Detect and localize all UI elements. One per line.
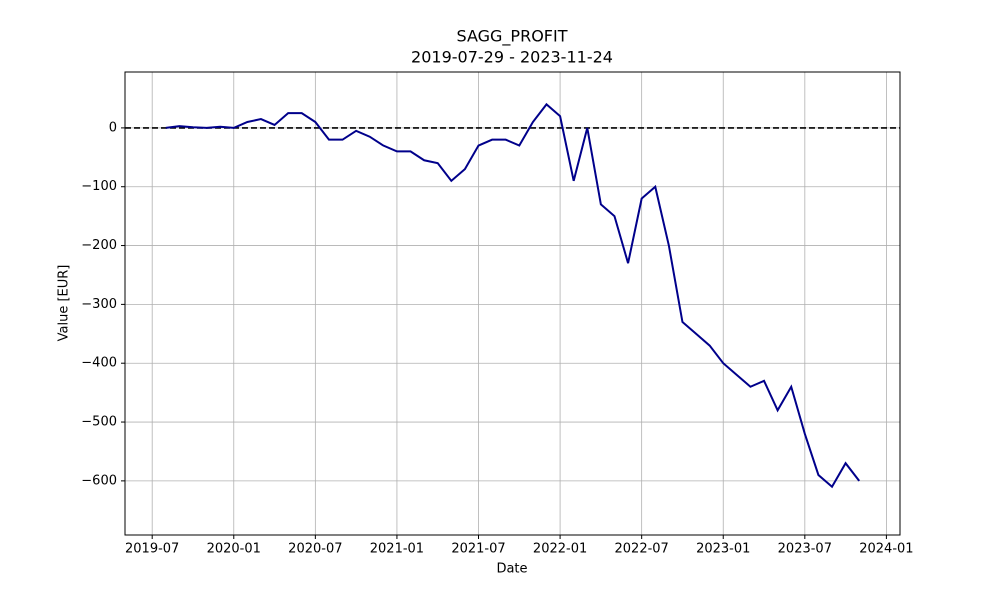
x-tick-label: 2023-01: [696, 542, 750, 557]
y-axis-label: Value [EUR]: [57, 265, 72, 342]
y-tick-label: −200: [81, 238, 117, 253]
x-tick-label: 2022-07: [615, 542, 669, 557]
x-tick-label: 2021-01: [370, 542, 424, 557]
y-tick-label: −100: [81, 179, 117, 194]
y-tick-label: −600: [81, 473, 117, 488]
x-tick-label: 2022-01: [533, 542, 587, 557]
x-tick-label: 2020-07: [288, 542, 342, 557]
plot-frame: [124, 71, 901, 536]
x-tick-label: 2023-07: [778, 542, 832, 557]
chart-subtitle: 2019-07-29 - 2023-11-24: [411, 48, 613, 67]
x-tick-label: 2021-07: [451, 542, 505, 557]
x-tick-label: 2020-01: [207, 542, 261, 557]
y-tick-label: −500: [81, 415, 117, 430]
y-tick-label: −400: [81, 356, 117, 371]
chart-title: SAGG_PROFIT: [457, 27, 568, 47]
x-tick-label: 2024-01: [859, 542, 913, 557]
x-tick-label: 2019-07: [125, 542, 179, 557]
y-tick-label: 0: [109, 120, 117, 135]
y-tick-label: −300: [81, 297, 117, 312]
data-line: [165, 102, 861, 489]
x-axis-label: Date: [496, 562, 527, 577]
